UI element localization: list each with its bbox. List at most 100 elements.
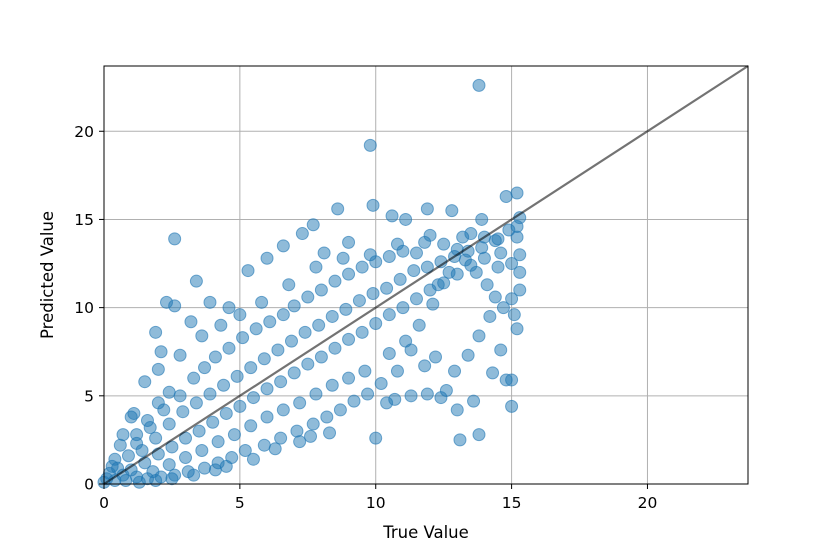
data-point: [382, 346, 396, 360]
data-point: [437, 237, 451, 251]
data-point: [192, 424, 206, 438]
data-point: [195, 443, 209, 457]
data-point: [505, 257, 519, 271]
data-point: [257, 438, 271, 452]
data-point: [480, 278, 494, 292]
data-point: [121, 449, 135, 463]
data-point: [304, 429, 318, 443]
data-point: [293, 396, 307, 410]
data-point: [513, 283, 527, 297]
data-point: [507, 308, 521, 322]
data-point: [342, 267, 356, 281]
data-point: [257, 352, 271, 366]
data-point: [244, 361, 258, 375]
data-point: [140, 414, 154, 428]
data-point: [385, 209, 399, 223]
data-point: [181, 465, 195, 479]
data-point: [382, 249, 396, 263]
data-point: [236, 331, 250, 345]
data-point: [179, 451, 193, 465]
data-point: [203, 295, 217, 309]
x-axis-label: True Value: [382, 523, 469, 542]
data-point: [238, 443, 252, 457]
data-point: [418, 359, 432, 373]
data-point: [263, 315, 277, 329]
data-point: [282, 278, 296, 292]
data-point: [505, 292, 519, 306]
data-point: [513, 265, 527, 279]
data-points: [97, 78, 527, 489]
data-point: [399, 212, 413, 226]
data-point: [347, 394, 361, 408]
data-point: [162, 417, 176, 431]
data-point: [227, 428, 241, 442]
data-point: [309, 387, 323, 401]
data-point: [149, 431, 163, 445]
data-point: [488, 290, 502, 304]
data-point: [293, 435, 307, 449]
data-point: [149, 325, 163, 339]
data-point: [295, 227, 309, 241]
data-point: [225, 451, 239, 465]
data-point: [342, 371, 356, 385]
data-point: [390, 364, 404, 378]
data-point: [130, 428, 144, 442]
data-point: [287, 299, 301, 313]
x-tick-label-2: 10: [366, 494, 386, 512]
data-point: [189, 396, 203, 410]
data-point: [195, 329, 209, 343]
x-tick-label-1: 5: [235, 494, 245, 512]
data-point: [162, 385, 176, 399]
x-tick-label-0: 0: [99, 494, 109, 512]
plot-area: [103, 65, 749, 485]
data-point: [301, 290, 315, 304]
data-point: [448, 364, 462, 378]
data-point: [260, 251, 274, 265]
x-tick-label-4: 20: [638, 494, 658, 512]
data-point: [162, 458, 176, 472]
data-point: [510, 322, 524, 336]
data-point: [450, 267, 464, 281]
data-point: [412, 318, 426, 332]
data-point: [510, 186, 524, 200]
data-point: [513, 248, 527, 262]
x-tick-label-3: 15: [502, 494, 522, 512]
data-point: [407, 264, 421, 278]
data-point: [494, 343, 508, 357]
data-point: [168, 232, 182, 246]
data-point: [306, 218, 320, 232]
reference-line: [103, 65, 749, 485]
data-point: [173, 389, 187, 403]
data-point: [208, 350, 222, 364]
data-point: [510, 219, 524, 233]
data-point: [168, 299, 182, 313]
data-point: [461, 348, 475, 362]
y-tick-label-0: 0: [84, 476, 94, 494]
data-point: [437, 276, 451, 290]
data-point: [382, 308, 396, 322]
data-point: [309, 260, 323, 274]
data-point: [230, 369, 244, 383]
data-point: [445, 204, 459, 218]
data-point: [363, 138, 377, 152]
data-point: [268, 442, 282, 456]
data-point: [450, 403, 464, 417]
data-point: [331, 202, 345, 216]
data-point: [328, 274, 342, 288]
data-point: [211, 456, 225, 470]
data-point: [325, 309, 339, 323]
data-point: [426, 297, 440, 311]
data-point: [151, 396, 165, 410]
data-point: [358, 364, 372, 378]
data-point: [301, 357, 315, 371]
data-point: [276, 239, 290, 253]
data-point: [339, 302, 353, 316]
y-tick-label-4: 20: [74, 123, 94, 141]
data-point: [211, 435, 225, 449]
data-point: [472, 329, 486, 343]
data-point: [206, 415, 220, 429]
data-point: [483, 309, 497, 323]
data-point: [355, 260, 369, 274]
data-point: [486, 366, 500, 380]
data-point: [233, 308, 247, 322]
